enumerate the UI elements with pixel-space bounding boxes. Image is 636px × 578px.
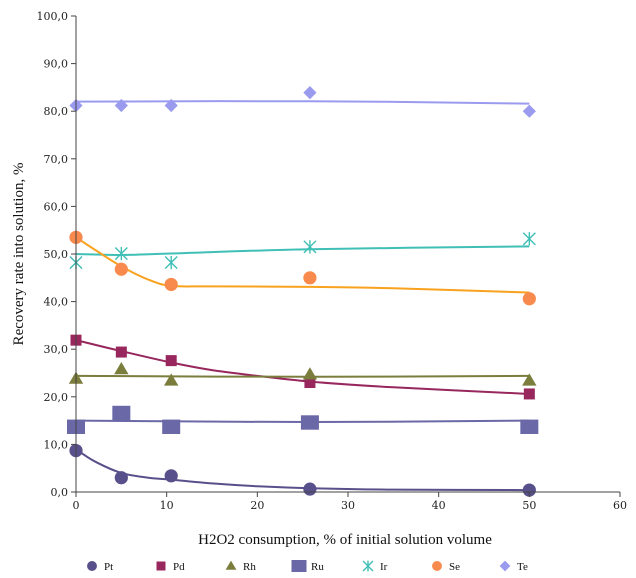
- point-rh: [302, 367, 318, 380]
- x-tick-label: 60: [613, 499, 627, 512]
- legend-marker-se: [432, 561, 442, 571]
- y-tick-label: 0,0: [51, 486, 69, 499]
- legend-item-pd: Pd: [156, 561, 185, 573]
- point-te: [303, 86, 317, 100]
- point-rh: [114, 361, 129, 375]
- legend-label-pd: Pd: [173, 561, 185, 573]
- point-ir: [114, 246, 128, 261]
- point-se: [164, 277, 178, 292]
- legend-marker-rh: [225, 560, 237, 570]
- y-tick-label: 50,0: [44, 248, 69, 261]
- point-se: [303, 271, 317, 285]
- trend-line-te: [75, 100, 530, 105]
- y-axis-title: Recovery rate into solution, %: [11, 163, 27, 346]
- legend-label-pt: Pt: [104, 561, 113, 573]
- point-pd: [523, 388, 535, 400]
- point-pd: [304, 377, 316, 389]
- legend-label-se: Se: [449, 561, 460, 573]
- x-tick-label: 20: [250, 499, 264, 512]
- y-tick-label: 90,0: [44, 58, 69, 71]
- x-axis-title: H2O2 consumption, % of initial solution …: [198, 532, 492, 548]
- x-tick-label: 50: [522, 499, 536, 512]
- point-pd: [115, 346, 127, 358]
- point-pt: [522, 483, 536, 497]
- point-pt: [164, 469, 178, 483]
- legend-item-ir: Ir: [362, 560, 388, 573]
- trend-line-pt: [75, 448, 530, 492]
- legend-item-te: Te: [499, 560, 528, 573]
- point-pt: [114, 471, 128, 485]
- point-ru: [520, 419, 539, 434]
- point-rh: [164, 373, 179, 386]
- legend-item-ru: Ru: [291, 560, 324, 573]
- trend-line-rh: [75, 374, 530, 378]
- y-tick-label: 30,0: [44, 343, 69, 356]
- point-ir: [303, 240, 317, 254]
- plot-area: 0 10 20 30 40 50 60 0,0 10,0 20,0 30,0 40,0 50,0 60,…: [37, 10, 628, 512]
- legend-label-rh: Rh: [243, 561, 256, 573]
- point-ru: [112, 405, 131, 421]
- x-axis-ticks: 0 10 20 30 40 50 60: [73, 492, 627, 512]
- y-tick-label: 80,0: [44, 105, 69, 118]
- y-tick-label: 100,0: [37, 10, 69, 23]
- trend-lines: [75, 100, 530, 492]
- point-se: [114, 262, 128, 276]
- point-te: [114, 98, 128, 113]
- trend-line-ir: [75, 245, 530, 256]
- trend-line-se: [75, 236, 530, 294]
- y-tick-label: 40,0: [44, 296, 69, 309]
- y-tick-label: 70,0: [44, 153, 69, 166]
- point-te: [164, 98, 178, 113]
- y-tick-label: 20,0: [44, 391, 69, 404]
- point-rh: [522, 373, 537, 386]
- legend-label-te: Te: [517, 561, 528, 573]
- x-tick-label: 30: [341, 499, 355, 512]
- point-pt: [303, 482, 317, 496]
- legend-item-se: Se: [432, 561, 460, 573]
- trend-line-pd: [75, 339, 530, 395]
- x-tick-label: 40: [432, 499, 446, 512]
- point-ru: [300, 415, 319, 430]
- legend-marker-te: [499, 560, 511, 572]
- legend-marker-ir: [362, 560, 374, 572]
- legend-label-ru: Ru: [311, 561, 324, 573]
- y-axis-ticks: 0,0 10,0 20,0 30,0 40,0 50,0 60,0 70,0 80,0 90,0 1…: [37, 10, 76, 499]
- y-tick-label: 10,0: [44, 438, 69, 451]
- legend-label-ir: Ir: [380, 561, 388, 573]
- point-se: [522, 292, 536, 306]
- point-ir: [522, 232, 536, 246]
- legend-marker-pt: [87, 561, 97, 571]
- legend-marker-ru: [291, 560, 307, 572]
- legend-marker-pd: [156, 561, 166, 571]
- point-pd: [165, 355, 177, 367]
- legend-item-rh: Rh: [225, 560, 256, 573]
- x-tick-label: 10: [160, 499, 174, 512]
- point-te: [522, 104, 536, 118]
- legend-item-pt: Pt: [87, 561, 113, 573]
- point-ru: [162, 419, 181, 434]
- y-tick-label: 60,0: [44, 200, 69, 213]
- point-ir: [164, 255, 178, 270]
- x-tick-label: 0: [73, 499, 80, 512]
- legend: Pt Pd Rh Ru Ir Se Te: [87, 560, 528, 573]
